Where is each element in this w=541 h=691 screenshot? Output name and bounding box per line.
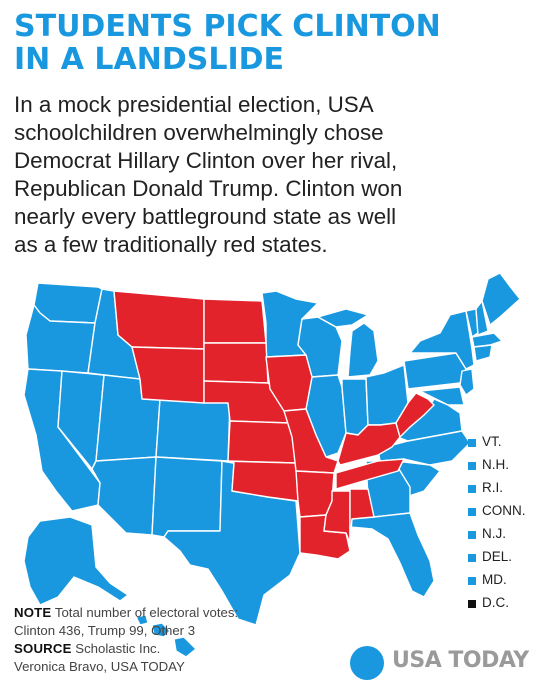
- legend-swatch: [468, 462, 476, 470]
- legend-item-vt: VT.: [468, 434, 540, 457]
- state-new-hampshire: [475, 300, 489, 336]
- dek-line-6: as a few traditionally red states.: [14, 232, 328, 257]
- dek-line-3: Democrat Hillary Clinton over her rival,: [14, 148, 398, 173]
- dek-line-5: nearly every battleground state as well: [14, 204, 397, 229]
- legend-swatch: [468, 577, 476, 585]
- state-montana: [113, 290, 205, 350]
- note-label: NOTE: [14, 605, 52, 620]
- state-kansas: [227, 420, 297, 464]
- credit-line: Veronica Bravo, USA TODAY: [14, 659, 185, 674]
- state-hawaii: [135, 614, 197, 658]
- legend-swatch: [468, 554, 476, 562]
- source-text: Scholastic Inc.: [71, 641, 161, 656]
- state-alaska: [23, 516, 129, 606]
- state-connecticut-ri: [473, 344, 493, 362]
- legend-swatch: [468, 439, 476, 447]
- state-colorado: [155, 398, 231, 462]
- legend-label: MD.: [482, 572, 507, 587]
- state-alabama: [349, 488, 375, 544]
- headline: STUDENTS PICK CLINTON IN A LANDSLIDE: [14, 10, 534, 76]
- note-line: NOTE Total number of electoral votes:: [14, 604, 354, 622]
- state-new-jersey: [459, 368, 475, 396]
- legend-item-dc: D.C.: [468, 595, 540, 618]
- state-michigan-up: [317, 308, 369, 328]
- dek-line-1: In a mock presidential election, USA: [14, 92, 374, 117]
- state-michigan: [347, 322, 379, 378]
- dek-line-4: Republican Donald Trump. Clinton won: [14, 176, 403, 201]
- dek: In a mock presidential election, USA sch…: [14, 91, 536, 259]
- note-line-2: Clinton 436, Trump 99, Other 3: [14, 623, 196, 638]
- legend-label: CONN.: [482, 503, 526, 518]
- state-pennsylvania: [403, 352, 467, 390]
- note-text: Total number of electoral votes:: [51, 605, 239, 620]
- state-indiana: [341, 378, 369, 436]
- us-election-map: [23, 272, 521, 658]
- legend-item-md: MD.: [468, 572, 540, 595]
- source-label: SOURCE: [14, 641, 72, 656]
- state-new-mexico: [151, 456, 223, 538]
- state-new-york: [409, 310, 475, 370]
- legend: VT. N.H. R.I. CONN. N.J. DEL. MD. D.C.: [468, 434, 540, 618]
- state-south-dakota: [203, 342, 269, 384]
- legend-item-nj: N.J.: [468, 526, 540, 549]
- state-maine: [481, 272, 521, 326]
- legend-item-del: DEL.: [468, 549, 540, 572]
- legend-label: D.C.: [482, 595, 509, 610]
- legend-item-nh: N.H.: [468, 457, 540, 480]
- legend-label: N.J.: [482, 526, 507, 541]
- legend-swatch: [468, 485, 476, 493]
- dek-line-2: schoolchildren overwhelmingly chose: [14, 120, 384, 145]
- state-tennessee: [335, 458, 405, 490]
- state-north-dakota: [203, 298, 267, 344]
- state-massachusetts: [471, 332, 503, 348]
- headline-line-2: IN A LANDSLIDE: [14, 42, 284, 77]
- legend-label: DEL.: [482, 549, 513, 564]
- legend-swatch: [468, 508, 476, 516]
- legend-label: R.I.: [482, 480, 504, 495]
- legend-item-conn: CONN.: [468, 503, 540, 526]
- legend-swatch: [468, 600, 476, 608]
- footer-notes: NOTE Total number of electoral votes: Cl…: [14, 604, 354, 676]
- legend-item-ri: R.I.: [468, 480, 540, 503]
- state-florida: [347, 512, 435, 598]
- state-maryland-delaware: [419, 386, 465, 406]
- logo-wordmark: USA TODAY: [392, 648, 529, 673]
- source-line: SOURCE Scholastic Inc.: [14, 640, 354, 658]
- logo-dot-icon: [350, 646, 384, 680]
- state-wyoming: [131, 346, 205, 404]
- legend-swatch: [468, 531, 476, 539]
- legend-label: N.H.: [482, 457, 509, 472]
- state-west-virginia: [395, 392, 435, 438]
- state-arizona: [91, 456, 157, 536]
- headline-line-1: STUDENTS PICK CLINTON: [14, 9, 441, 44]
- legend-label: VT.: [482, 434, 502, 449]
